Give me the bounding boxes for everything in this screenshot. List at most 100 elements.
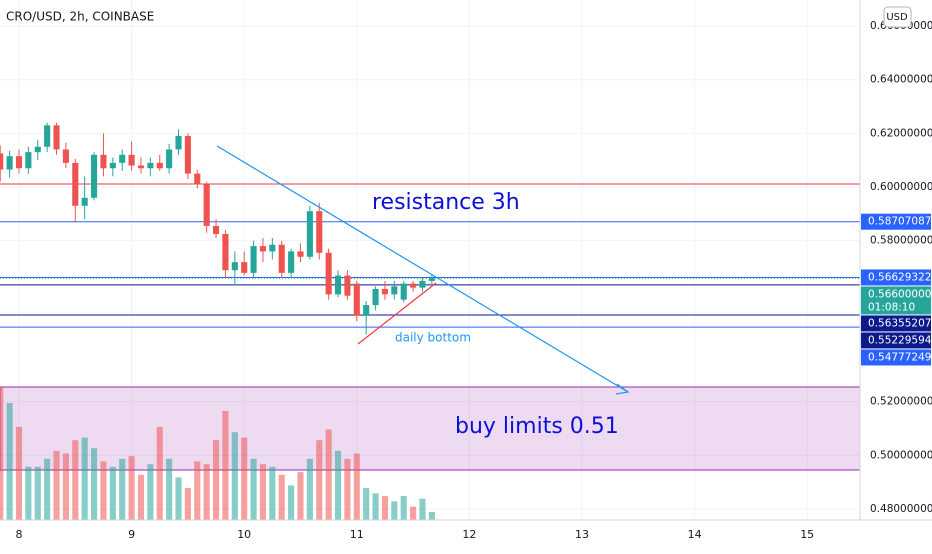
volume-bar bbox=[137, 474, 145, 520]
x-tick-label: 14 bbox=[688, 528, 702, 541]
trend-line bbox=[216, 145, 629, 393]
volume-bar bbox=[372, 493, 379, 520]
volume-bar bbox=[391, 501, 398, 520]
candle-body bbox=[419, 280, 426, 288]
candle-body bbox=[109, 162, 116, 169]
candle-body bbox=[25, 152, 32, 169]
volume-bar bbox=[34, 466, 41, 520]
candle-body bbox=[0, 153, 4, 170]
volume-bar bbox=[6, 402, 13, 520]
y-tick-label: 0.58000000 bbox=[870, 235, 932, 247]
currency[interactable]: USD bbox=[886, 12, 908, 23]
volume-bar bbox=[363, 488, 370, 520]
price-label-box bbox=[861, 315, 931, 332]
candle-body bbox=[222, 233, 229, 271]
candle-body bbox=[175, 136, 182, 150]
volume-bar bbox=[109, 466, 116, 520]
candle-body bbox=[306, 211, 313, 257]
candle-body bbox=[269, 244, 276, 252]
y-tick-label: 0.62000000 bbox=[870, 127, 932, 139]
volume-bar bbox=[128, 456, 135, 520]
volume-bar bbox=[15, 426, 23, 520]
candle-body bbox=[363, 305, 370, 316]
buy-zone bbox=[0, 386, 861, 471]
x-tick-label: 9 bbox=[128, 528, 135, 541]
volume-bar bbox=[212, 440, 220, 520]
volume-bar bbox=[428, 512, 435, 520]
volume-bar bbox=[241, 437, 248, 520]
candle-body bbox=[278, 244, 285, 273]
volume-bar bbox=[334, 450, 342, 520]
candle-body bbox=[72, 162, 79, 206]
axis-labels: 0.660000000.640000000.620000000.60000000… bbox=[15, 20, 932, 541]
price-label: 0.56600000 bbox=[868, 288, 931, 300]
volume-bar bbox=[194, 461, 201, 520]
volume-bar bbox=[288, 485, 295, 520]
candle-body bbox=[381, 288, 388, 295]
candle-body bbox=[194, 173, 201, 185]
y-tick-label: 0.64000000 bbox=[870, 74, 932, 86]
volume-bar bbox=[72, 440, 79, 520]
candle-body bbox=[325, 252, 332, 295]
candle-body bbox=[353, 283, 360, 316]
price-label-box bbox=[861, 213, 931, 230]
candle-body bbox=[372, 288, 379, 306]
candle-body bbox=[288, 251, 295, 273]
volume-bar bbox=[175, 477, 182, 520]
volume-bar bbox=[353, 453, 360, 520]
volume-bar bbox=[156, 426, 163, 520]
annotation: daily bottom bbox=[395, 331, 471, 345]
volume-bar bbox=[297, 472, 304, 520]
candle-body bbox=[184, 136, 191, 174]
volume-bar bbox=[91, 448, 98, 520]
support-line bbox=[357, 282, 437, 345]
candle-body bbox=[344, 275, 351, 296]
candle-body bbox=[6, 156, 13, 170]
candle-body bbox=[212, 225, 220, 234]
volume-bar bbox=[25, 466, 32, 520]
trend-arrow bbox=[615, 383, 630, 395]
volume-bar bbox=[410, 506, 417, 520]
volume-bar bbox=[259, 464, 267, 520]
candle-body bbox=[62, 149, 69, 163]
annotation: resistance 3h bbox=[372, 190, 520, 215]
candle-body bbox=[100, 154, 107, 169]
chart-title: CRO/USD, 2h, COINBASE bbox=[6, 10, 154, 24]
y-tick-label: 0.48000000 bbox=[870, 503, 932, 515]
candle-body bbox=[316, 211, 323, 253]
volume-bar bbox=[0, 387, 4, 520]
volume bbox=[0, 387, 435, 520]
candle-body bbox=[81, 197, 88, 206]
candle-body bbox=[231, 262, 238, 271]
volume-bar bbox=[278, 474, 285, 520]
candle-body bbox=[137, 165, 145, 169]
price-label: 0.58707087 bbox=[868, 216, 931, 228]
currency-button[interactable] bbox=[883, 6, 912, 28]
price-label: 0.54777249 bbox=[868, 351, 931, 363]
annotation: buy limits 0.51 bbox=[455, 414, 619, 439]
x-tick-label: 10 bbox=[237, 528, 251, 541]
price-label: 0.55229594 bbox=[868, 334, 932, 346]
candle-body bbox=[391, 286, 398, 295]
candle-body bbox=[241, 262, 248, 273]
volume-bar bbox=[231, 432, 238, 520]
candle-body bbox=[34, 146, 41, 153]
candle-body bbox=[400, 283, 407, 300]
volume-bar bbox=[184, 488, 191, 520]
volume-bar bbox=[203, 464, 210, 520]
candle-body bbox=[53, 125, 60, 150]
candle-body bbox=[166, 149, 173, 169]
x-tick-label: 8 bbox=[15, 528, 22, 541]
volume-bar bbox=[100, 461, 107, 520]
volume-bar bbox=[81, 437, 88, 520]
x-tick-label: 15 bbox=[800, 528, 814, 541]
volume-bar bbox=[166, 458, 173, 520]
volume-bar bbox=[400, 496, 407, 520]
candles bbox=[0, 122, 435, 335]
volume-bar bbox=[222, 410, 229, 520]
volume-bar bbox=[419, 498, 426, 520]
candle-body bbox=[128, 154, 135, 166]
volume-bar bbox=[44, 458, 51, 520]
candle-body bbox=[259, 246, 267, 252]
